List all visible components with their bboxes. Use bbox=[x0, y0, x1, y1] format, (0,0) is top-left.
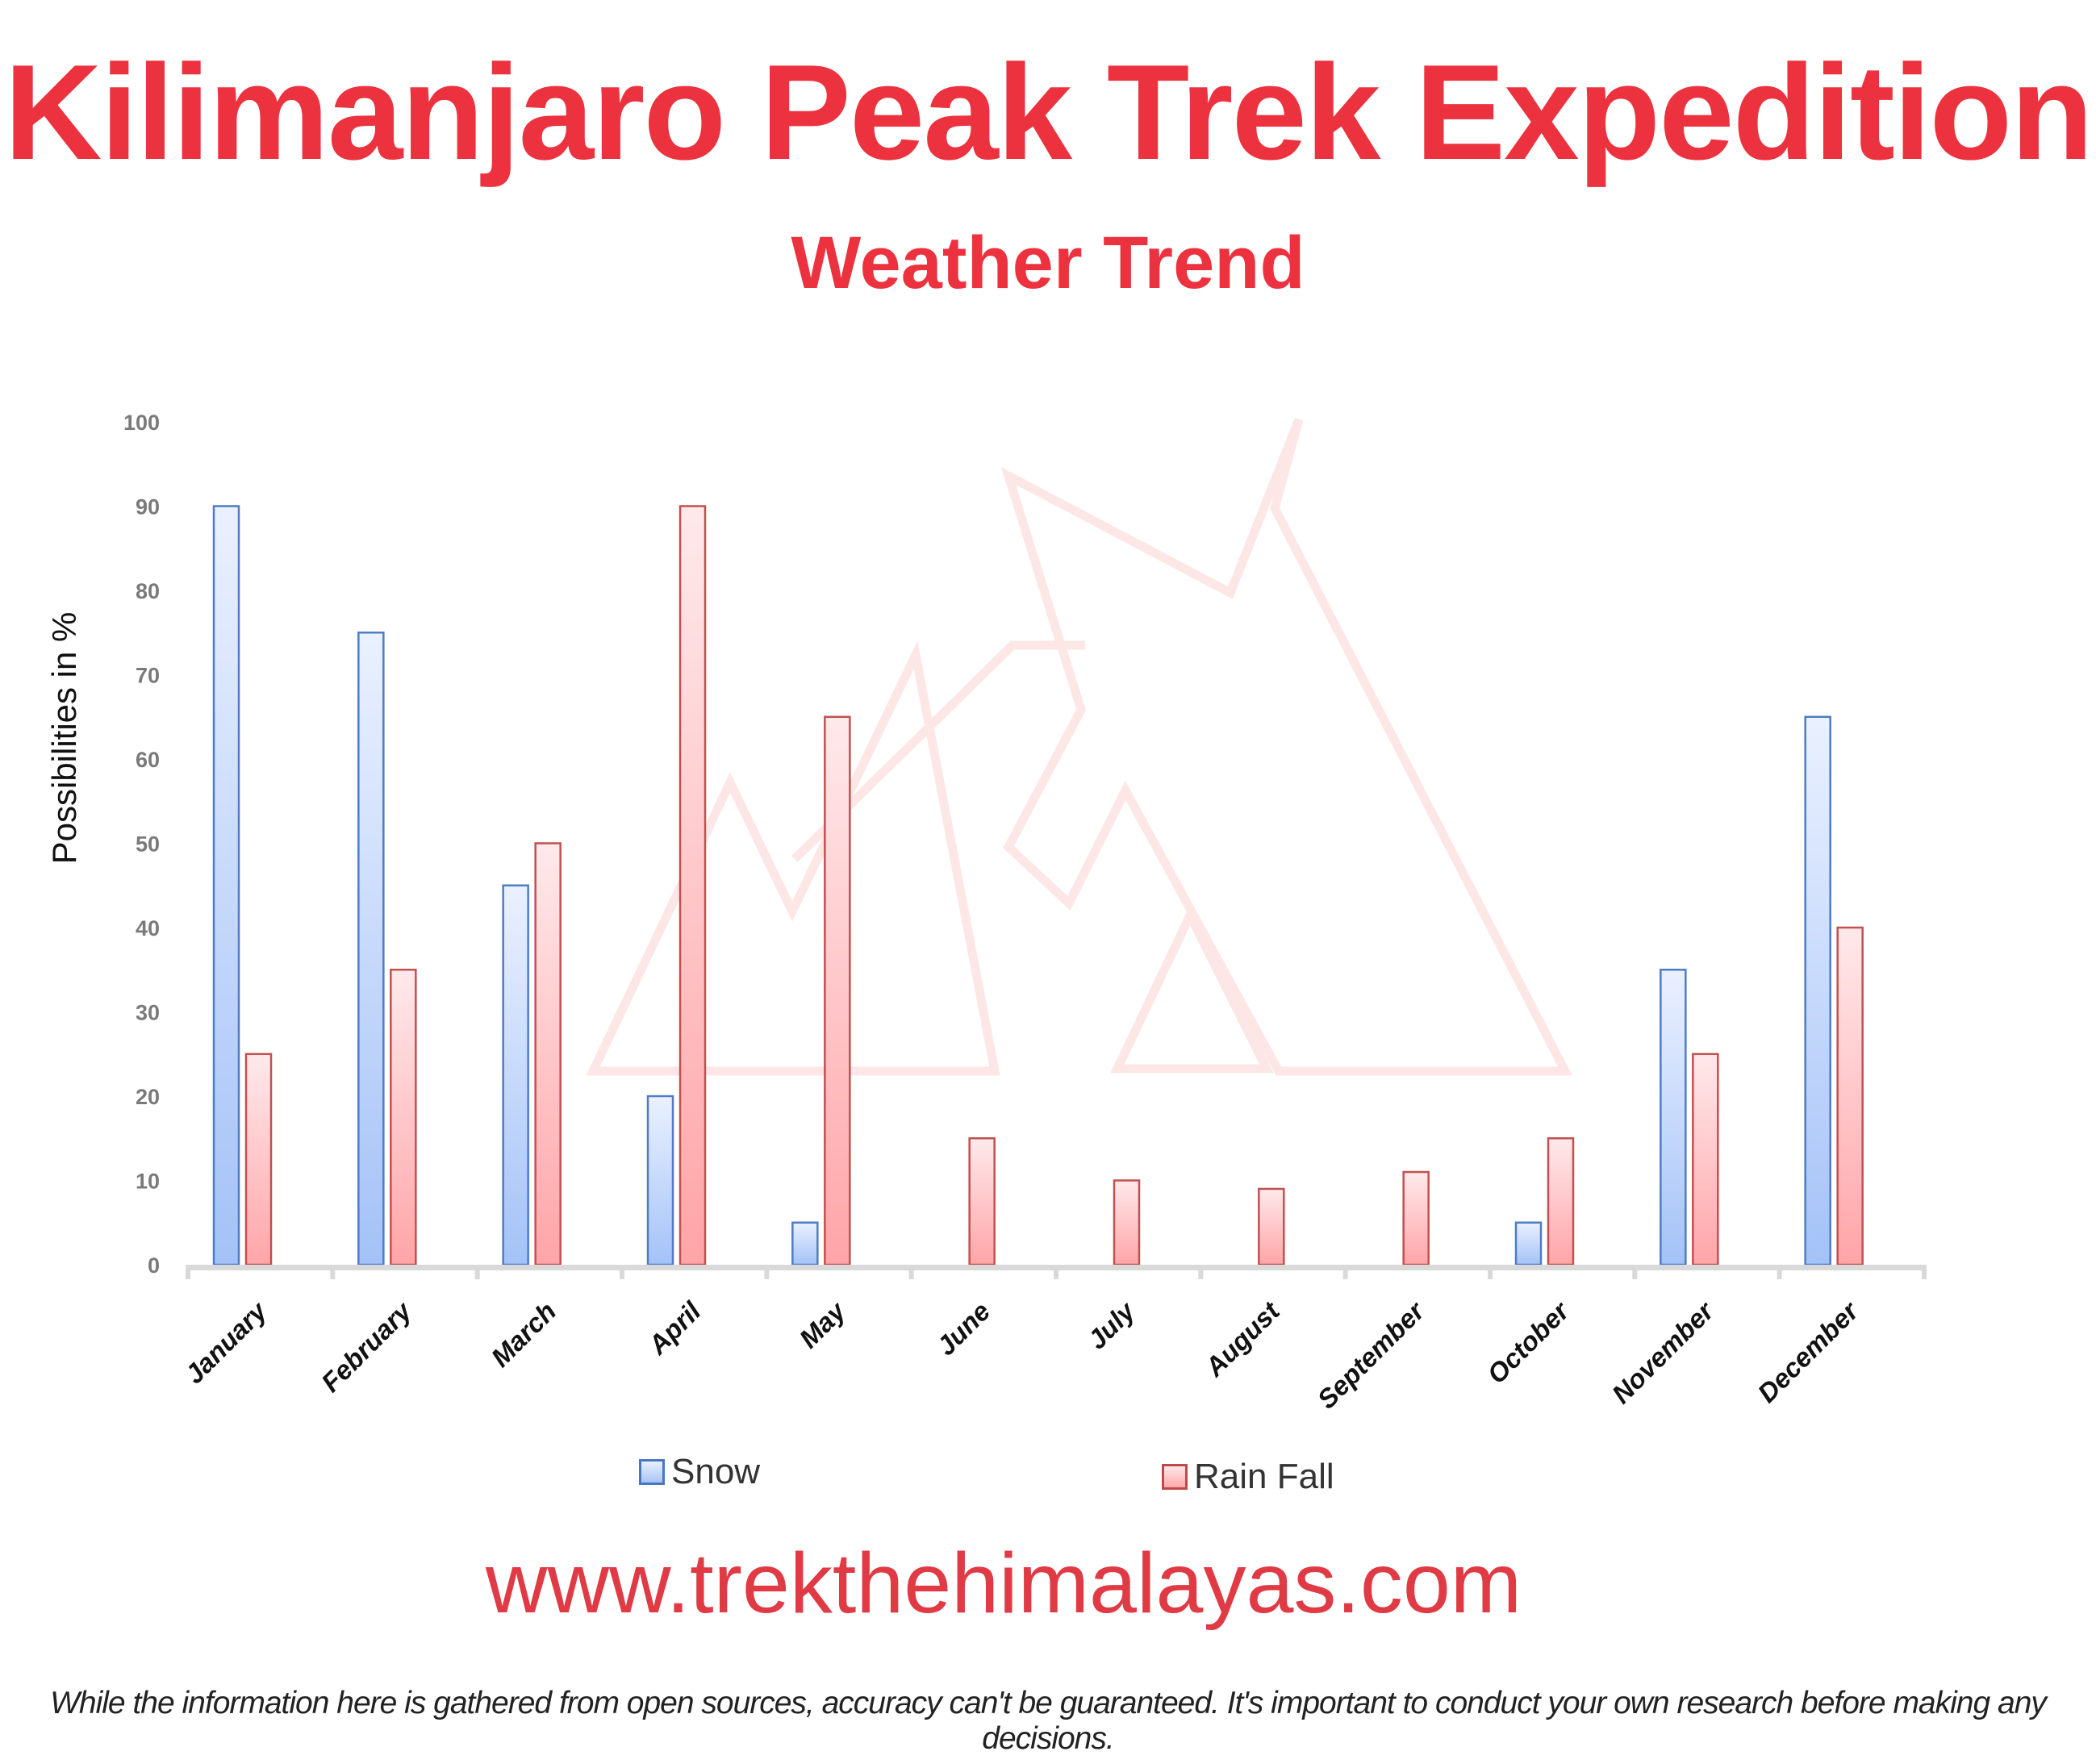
legend-label-rain: Rain Fall bbox=[1194, 1457, 1334, 1496]
rain-bar bbox=[968, 1137, 996, 1266]
rain-bar bbox=[534, 842, 562, 1266]
website-url[interactable]: www.trekthehimalayas.com bbox=[485, 1536, 1522, 1631]
y-tick-label: 90 bbox=[136, 495, 160, 519]
rain-bar bbox=[1692, 1053, 1719, 1266]
snow-bar bbox=[791, 1221, 819, 1266]
snow-bar bbox=[1660, 969, 1687, 1266]
snow-bar bbox=[646, 1095, 674, 1266]
x-tick-label: February bbox=[315, 1295, 418, 1398]
bars bbox=[212, 505, 1864, 1266]
x-tick-label: July bbox=[1082, 1295, 1142, 1355]
x-axis-tick bbox=[1632, 1265, 1638, 1279]
y-tick-label: 70 bbox=[136, 664, 160, 688]
y-tick-label: 40 bbox=[136, 916, 160, 940]
snow-bar bbox=[1804, 715, 1831, 1266]
snow-swatch-icon bbox=[639, 1459, 665, 1485]
y-tick-label: 100 bbox=[123, 411, 160, 435]
x-tick-label: May bbox=[793, 1295, 852, 1354]
x-tick-label: April bbox=[642, 1295, 708, 1361]
snow-bar bbox=[212, 505, 240, 1266]
y-tick-label: 50 bbox=[136, 832, 160, 857]
x-axis-tick bbox=[1054, 1265, 1058, 1279]
rain-swatch-icon bbox=[1162, 1464, 1188, 1490]
rain-bar bbox=[678, 505, 707, 1266]
y-tick-label: 10 bbox=[136, 1170, 160, 1194]
rain-bar bbox=[1836, 926, 1864, 1266]
y-axis-ticks: 0 10 20 30 40 50 60 70 80 90 100 bbox=[123, 411, 160, 1278]
x-tick-label: August bbox=[1199, 1295, 1287, 1382]
x-axis-labels: January February March April May June July Augu… bbox=[179, 1295, 1865, 1414]
x-tick-label: March bbox=[485, 1296, 562, 1373]
legend: Snow Rain Fall bbox=[0, 1452, 2096, 1500]
disclaimer-text: While the information here is gathered f… bbox=[50, 1686, 2047, 1756]
x-axis-tick bbox=[474, 1265, 480, 1279]
x-axis-tick bbox=[186, 1265, 190, 1279]
y-tick-label: 60 bbox=[136, 748, 160, 772]
x-axis-tick bbox=[620, 1265, 624, 1279]
legend-item-rain: Rain Fall bbox=[1162, 1457, 1334, 1497]
legend-label-snow: Snow bbox=[671, 1452, 761, 1491]
rain-bar bbox=[390, 969, 417, 1266]
watermark-mountain-logo bbox=[586, 417, 1573, 1076]
x-axis bbox=[186, 1265, 1927, 1279]
x-axis-tick bbox=[764, 1265, 770, 1279]
legend-item-snow: Snow bbox=[639, 1452, 760, 1492]
rain-bar bbox=[1547, 1137, 1575, 1266]
x-axis-tick bbox=[1777, 1265, 1782, 1279]
y-tick-label: 80 bbox=[136, 579, 160, 603]
y-tick-label: 20 bbox=[136, 1085, 160, 1109]
x-axis-tick bbox=[330, 1265, 336, 1279]
x-tick-label: October bbox=[1481, 1295, 1576, 1389]
snow-bar bbox=[357, 632, 385, 1266]
y-tick-label: 0 bbox=[148, 1253, 160, 1278]
x-axis-tick bbox=[908, 1265, 914, 1279]
rain-bar bbox=[1113, 1179, 1141, 1266]
chart-subtitle: Weather Trend bbox=[791, 222, 1305, 304]
x-tick-label: January bbox=[179, 1295, 273, 1390]
y-axis-label: Possibilities in % bbox=[45, 611, 83, 865]
snow-bar bbox=[502, 884, 529, 1266]
rain-bar bbox=[1402, 1170, 1430, 1266]
x-axis-tick bbox=[1488, 1265, 1493, 1279]
x-axis-tick bbox=[1922, 1265, 1927, 1279]
y-tick-label: 30 bbox=[136, 1001, 160, 1025]
rain-bar bbox=[244, 1053, 273, 1266]
rain-bar bbox=[1258, 1187, 1285, 1266]
x-tick-label: June bbox=[931, 1296, 996, 1362]
x-axis-tick bbox=[1198, 1265, 1204, 1279]
rain-bar bbox=[824, 715, 851, 1266]
x-tick-label: December bbox=[1752, 1295, 1865, 1408]
snow-bar bbox=[1514, 1221, 1543, 1266]
page-title: Kilimanjaro Peak Trek Expedition bbox=[4, 36, 2094, 188]
x-axis-tick bbox=[1342, 1265, 1348, 1279]
x-tick-label: November bbox=[1606, 1295, 1721, 1409]
x-tick-label: September bbox=[1312, 1295, 1431, 1414]
